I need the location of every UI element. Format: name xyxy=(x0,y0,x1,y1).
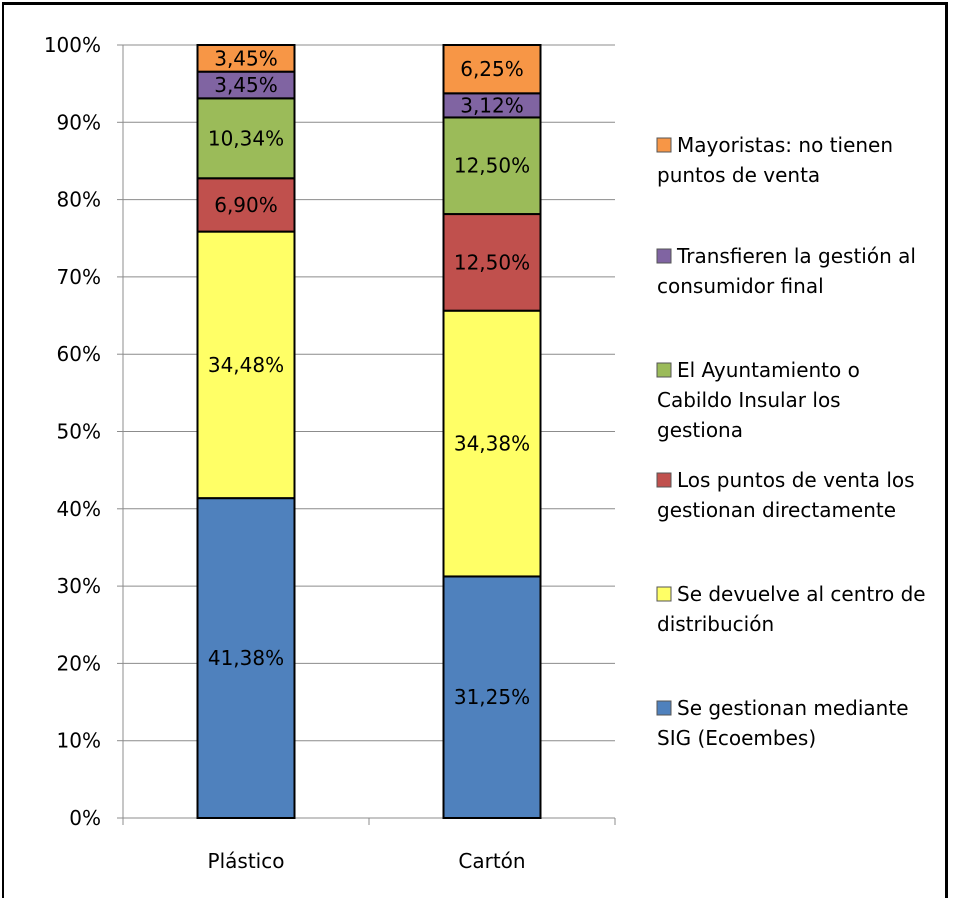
data-label: 12,50% xyxy=(454,154,530,178)
bar-segment xyxy=(442,575,542,819)
bar-segment xyxy=(196,97,296,180)
y-tick-label: 100% xyxy=(44,33,101,57)
x-axis: Plástico Cartón xyxy=(122,817,616,873)
bar-segment xyxy=(442,116,542,216)
legend-swatch xyxy=(656,248,672,264)
data-label: 10,34% xyxy=(208,126,284,150)
y-tick-label: 0% xyxy=(69,806,101,830)
legend-swatch xyxy=(656,137,672,153)
bar-stacks: 41,38% 34,48% 6,90% 10,34% 3,45% 3,45% 31,25% 3… xyxy=(196,44,542,819)
legend-swatch xyxy=(656,362,672,378)
legend-swatch xyxy=(656,700,672,716)
legend-swatch xyxy=(656,472,672,488)
y-tick-label: 80% xyxy=(57,188,101,212)
y-tick-label: 50% xyxy=(57,420,101,444)
bar-segment xyxy=(442,309,542,578)
y-tick-label: 40% xyxy=(57,497,101,521)
legend-swatch xyxy=(656,586,672,602)
bar-segment xyxy=(442,92,542,119)
data-label: 12,50% xyxy=(454,250,530,274)
bar-segment xyxy=(442,44,542,95)
bar-segment xyxy=(196,497,296,819)
y-tick-label: 10% xyxy=(57,729,101,753)
bar-segment xyxy=(442,213,542,312)
y-axis: 0% 10% 20% 30% 40% 50% 60% 70% 80% 90% 100% xyxy=(44,33,124,830)
data-label: 34,48% xyxy=(208,353,284,377)
data-label: 31,25% xyxy=(454,685,530,709)
data-label: 41,38% xyxy=(208,646,284,670)
y-tick-label: 30% xyxy=(57,574,101,598)
bar-segment xyxy=(196,44,296,73)
x-tick-label: Cartón xyxy=(458,849,525,873)
y-tick-label: 90% xyxy=(57,110,101,134)
y-tick-label: 60% xyxy=(57,342,101,366)
legend: Mayoristas: no tienen puntos de venta Tran… xyxy=(656,133,926,750)
y-tick-label: 20% xyxy=(57,651,101,675)
data-label: 3,45% xyxy=(214,46,278,70)
bar-segment xyxy=(196,230,296,500)
bar-segment xyxy=(196,177,296,233)
data-label: 3,12% xyxy=(460,93,524,117)
legend-label: Se devuelve al centro de distribución xyxy=(657,582,926,636)
data-label: 6,90% xyxy=(214,193,278,217)
x-tick-label: Plástico xyxy=(208,849,285,873)
legend-label: Mayoristas: no tienen puntos de venta xyxy=(657,133,893,187)
data-label: 3,45% xyxy=(214,73,278,97)
legend-label: Transfieren la gestión al consumidor fina… xyxy=(657,244,916,298)
legend-label: Se gestionan mediante SIG (Ecoembes) xyxy=(657,696,909,750)
data-label: 34,38% xyxy=(454,432,530,456)
legend-label: Los puntos de venta los gestionan directa… xyxy=(657,468,915,522)
data-label: 6,25% xyxy=(460,57,524,81)
legend-label: El Ayuntamiento o Cabildo Insular los gest… xyxy=(657,358,860,442)
y-tick-label: 70% xyxy=(57,265,101,289)
